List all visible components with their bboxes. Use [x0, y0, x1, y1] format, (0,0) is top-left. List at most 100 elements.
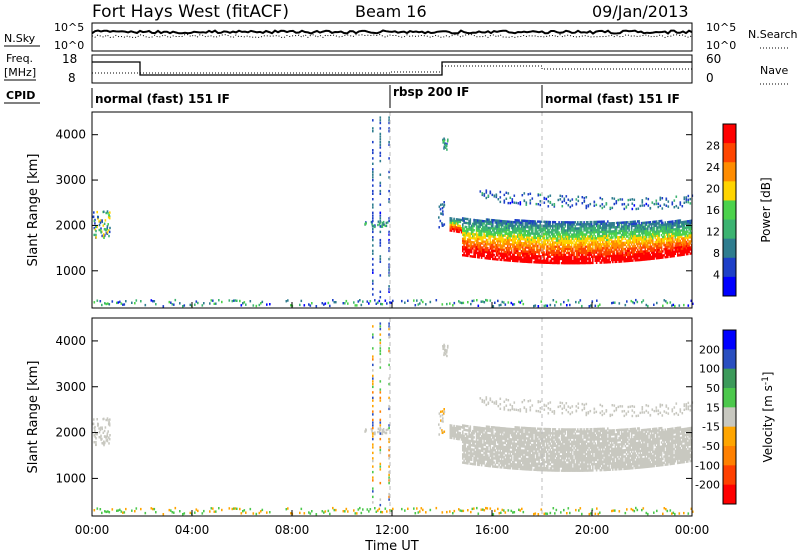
- velocity-cell: [489, 450, 492, 453]
- velocity-cell: [477, 440, 479, 444]
- velocity-cell: [379, 338, 382, 342]
- power-cell: [498, 252, 500, 255]
- velocity-cell: [503, 449, 505, 453]
- power-cell: [572, 235, 574, 238]
- velocity-cell: [475, 430, 478, 433]
- power-cell: [353, 301, 355, 304]
- power-cell: [373, 225, 376, 228]
- power-cell: [637, 230, 639, 233]
- power-cell: [562, 239, 564, 242]
- power-cell: [612, 250, 614, 253]
- power-cell: [567, 231, 569, 234]
- velocity-cell: [482, 429, 484, 432]
- velocity-cell: [467, 447, 469, 451]
- velocity-cell: [425, 511, 427, 514]
- power-cell: [474, 247, 477, 250]
- power-cell: [201, 304, 204, 307]
- power-cell: [589, 223, 592, 226]
- power-cell: [524, 250, 527, 253]
- velocity-cell: [236, 507, 238, 510]
- power-cell: [598, 255, 600, 258]
- power-cell: [478, 246, 480, 249]
- power-cell: [649, 247, 652, 250]
- power-cell: [261, 300, 264, 304]
- power-cell: [584, 227, 587, 230]
- power-cell: [527, 238, 529, 241]
- power-cell: [566, 304, 568, 307]
- power-cell: [619, 246, 622, 249]
- power-cell: [673, 228, 675, 231]
- power-cell: [504, 242, 507, 246]
- power-cell: [583, 255, 585, 259]
- power-cell: [212, 299, 214, 302]
- power-cell: [498, 304, 501, 307]
- power-cell: [538, 249, 540, 252]
- power-cell: [579, 255, 582, 259]
- power-cell: [565, 201, 568, 205]
- velocity-cell: [505, 446, 508, 449]
- power-colorbar-tick: 28: [706, 140, 720, 153]
- power-cell: [645, 241, 648, 245]
- power-cell: [441, 203, 444, 206]
- power-cell: [473, 233, 475, 236]
- power-cell: [617, 225, 619, 229]
- power-cell: [95, 225, 97, 228]
- power-cell: [509, 253, 512, 256]
- power-cell: [453, 221, 455, 225]
- power-cell: [503, 228, 505, 231]
- power-cell: [559, 251, 562, 255]
- power-cell: [539, 247, 542, 250]
- power-cell: [601, 206, 604, 210]
- velocity-cell: [462, 426, 464, 429]
- velocity-cell: [384, 507, 387, 510]
- power-cell: [413, 299, 415, 302]
- power-cell: [684, 251, 687, 254]
- power-cell: [477, 227, 479, 230]
- power-cell: [655, 253, 658, 256]
- power-cell: [563, 262, 565, 265]
- power-cell: [629, 247, 632, 250]
- power-cell: [549, 243, 552, 246]
- power-cell: [485, 298, 487, 302]
- power-cell: [640, 226, 643, 229]
- power-cell: [558, 231, 560, 234]
- power-cell: [519, 248, 522, 251]
- velocity-cell: [105, 418, 107, 422]
- power-cell: [564, 237, 567, 240]
- power-cell: [513, 225, 515, 228]
- power-cell: [642, 232, 644, 235]
- power-cell: [632, 241, 634, 244]
- power-cell: [612, 254, 614, 258]
- velocity-cell: [485, 429, 488, 432]
- velocity-cell: [502, 429, 504, 432]
- power-cell: [480, 232, 483, 235]
- power-cell: [469, 242, 472, 246]
- power-cell: [560, 223, 563, 226]
- power-cell: [518, 258, 520, 261]
- power-cell: [618, 223, 620, 227]
- power-cell: [533, 240, 535, 243]
- power-cell: [485, 222, 488, 225]
- power-cell: [672, 248, 674, 252]
- power-cell: [469, 222, 472, 225]
- power-cell: [520, 244, 523, 247]
- power-cell: [510, 255, 513, 258]
- power-cell: [458, 226, 460, 229]
- power-cell: [545, 261, 548, 264]
- power-cell: [485, 234, 488, 237]
- power-cell: [639, 204, 642, 208]
- power-cell: [481, 192, 484, 195]
- power-cell: [485, 257, 488, 260]
- power-cell: [524, 260, 527, 263]
- velocity-cell: [497, 507, 499, 511]
- power-cell: [683, 220, 685, 224]
- power-cell: [634, 230, 637, 233]
- power-cell: [327, 301, 330, 305]
- power-cell: [478, 256, 480, 259]
- power-cell: [638, 222, 640, 225]
- power-cell: [493, 227, 495, 230]
- power-cell: [630, 235, 633, 238]
- velocity-cell: [508, 444, 510, 447]
- power-cell: [547, 251, 549, 254]
- velocity-cell: [372, 426, 374, 430]
